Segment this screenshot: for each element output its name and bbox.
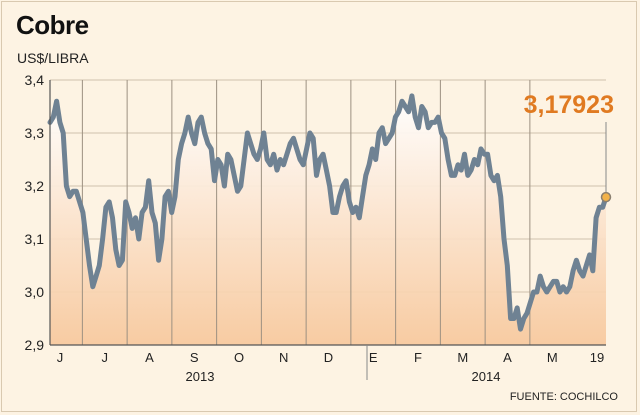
x-tick-label: D xyxy=(324,350,333,365)
price-area-fill xyxy=(50,95,606,346)
y-tick-label: 3,2 xyxy=(25,178,45,194)
x-tick-label: M xyxy=(457,350,468,365)
chart-title: Cobre xyxy=(16,10,89,40)
last-value-label: 3,17923 xyxy=(524,91,614,119)
x-tick-label: A xyxy=(503,350,512,365)
x-tick-label: 19 xyxy=(590,350,604,365)
y-tick-label: 2,9 xyxy=(25,337,45,353)
y-tick-label: 3,4 xyxy=(25,72,45,88)
x-tick-label: E xyxy=(369,350,378,365)
y-tick-label: 3,1 xyxy=(25,231,45,247)
price-series-line xyxy=(47,93,609,332)
y-tick-label: 3,3 xyxy=(25,125,45,141)
y-axis-unit-label: US$/LIBRA xyxy=(17,50,89,66)
year-label: 2014 xyxy=(472,369,501,384)
x-tick-label: N xyxy=(279,350,288,365)
year-label: 2013 xyxy=(186,369,215,384)
x-tick-label: F xyxy=(414,350,422,365)
x-tick-label: J xyxy=(57,350,64,365)
y-tick-label: 3,0 xyxy=(25,284,45,300)
x-tick-label: A xyxy=(145,350,154,365)
x-tick-label: O xyxy=(234,350,244,365)
x-tick-label: J xyxy=(102,350,109,365)
x-tick-label: M xyxy=(547,350,558,365)
source-label: FUENTE: COCHILCO xyxy=(509,391,618,403)
x-tick-label: S xyxy=(190,350,199,365)
last-value-point xyxy=(600,191,612,203)
